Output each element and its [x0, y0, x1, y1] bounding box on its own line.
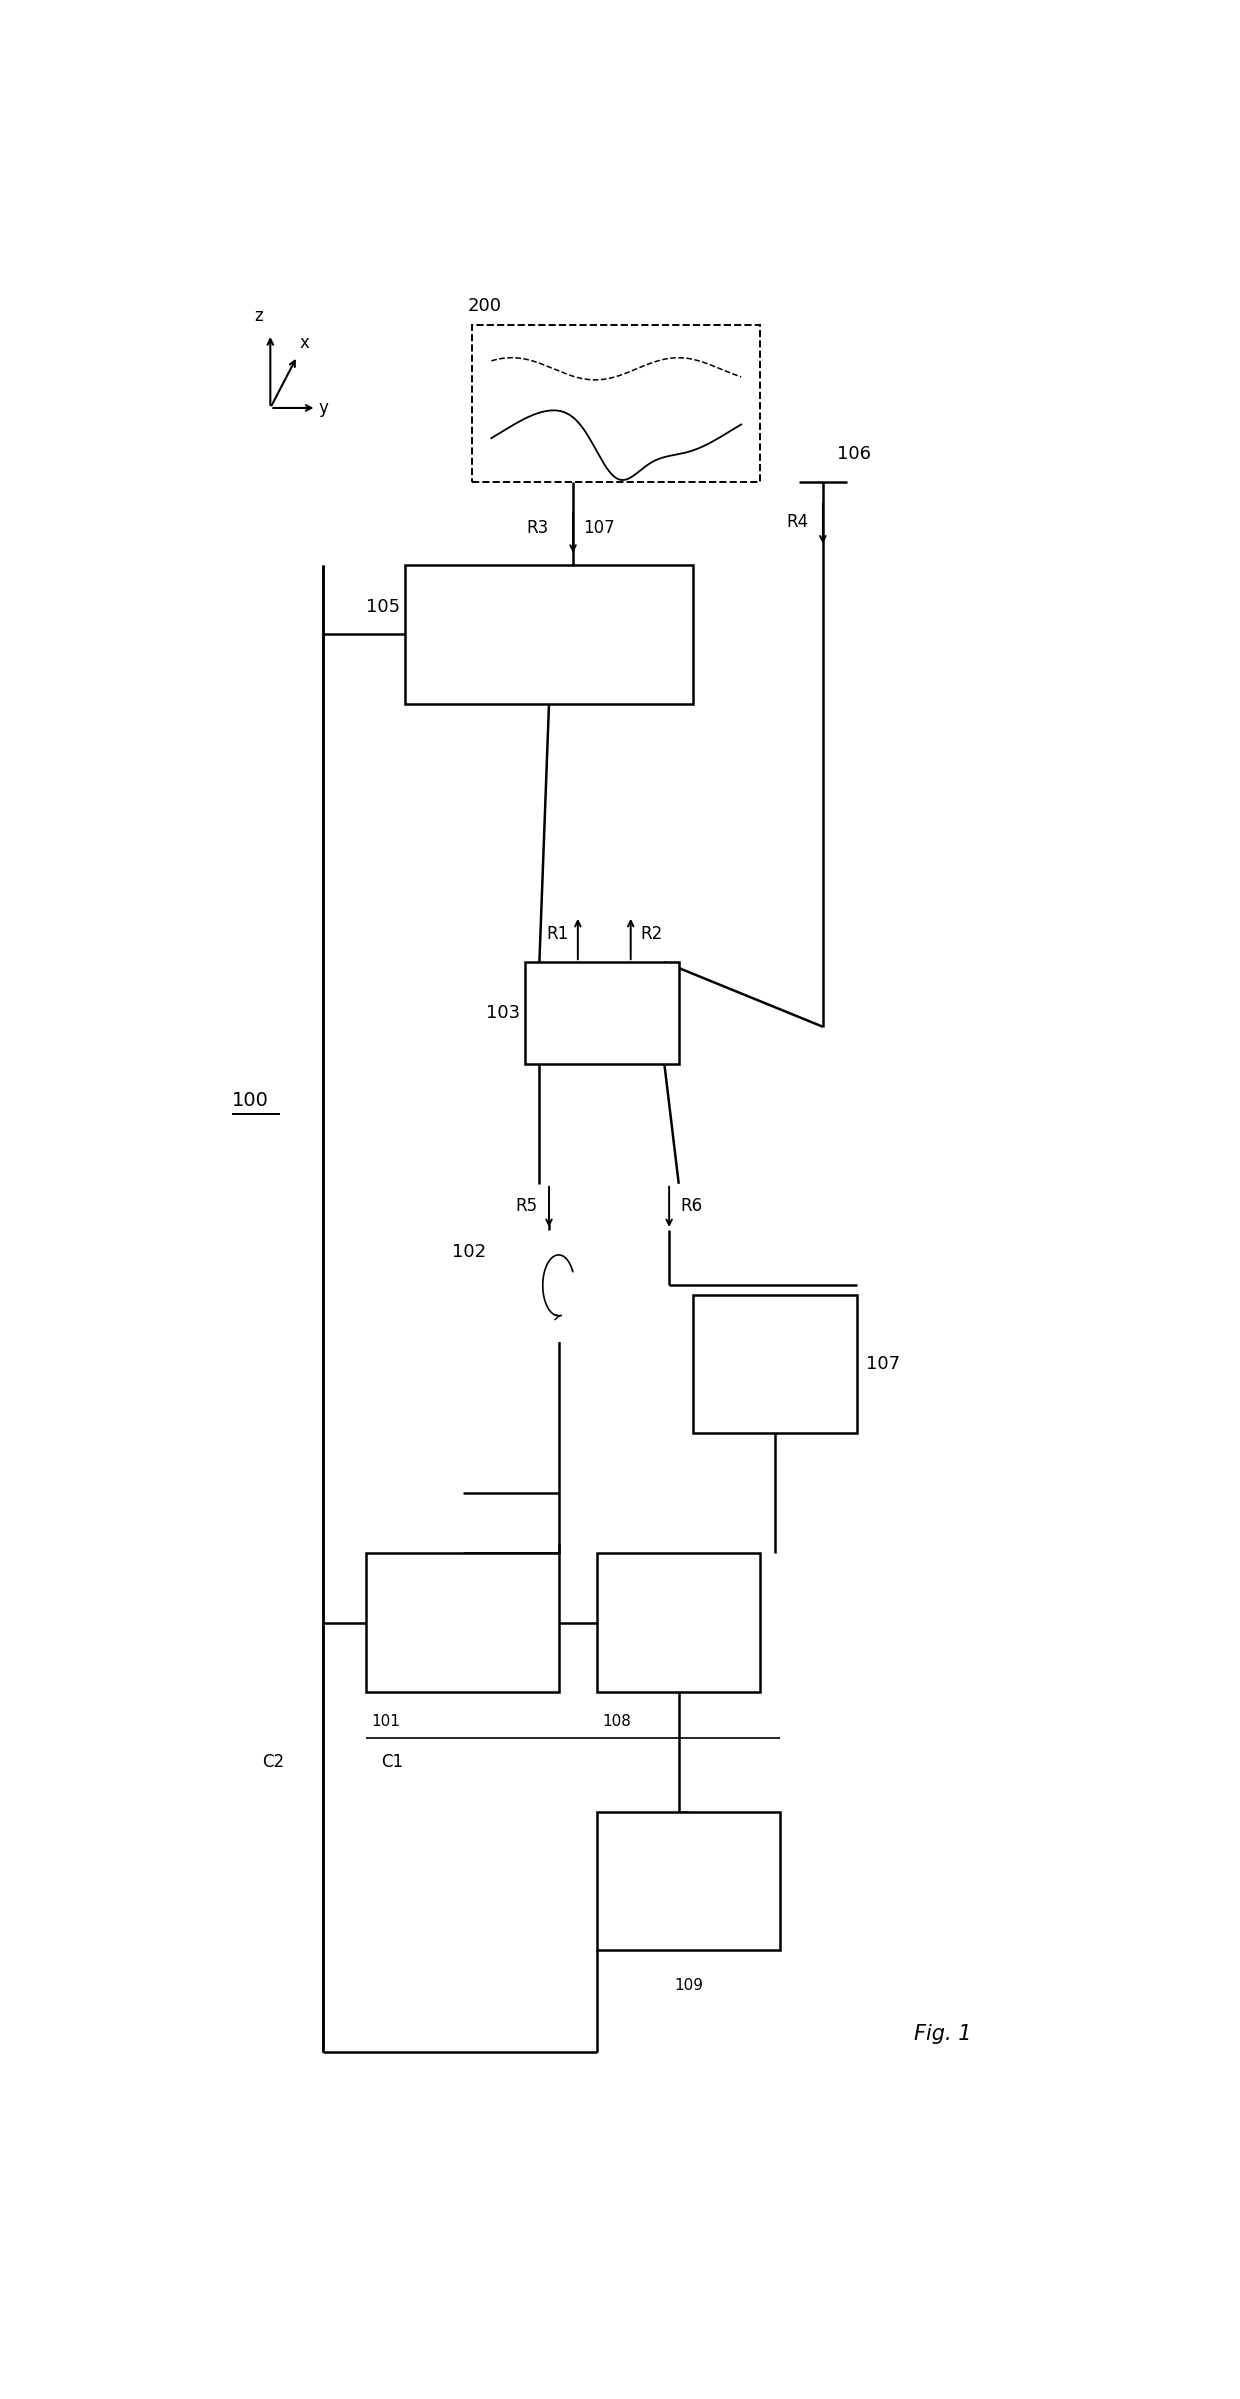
Circle shape: [529, 1231, 588, 1341]
Text: R5: R5: [516, 1197, 537, 1214]
Text: 101: 101: [371, 1713, 401, 1730]
Text: 107: 107: [867, 1355, 900, 1372]
Text: R3: R3: [527, 518, 549, 537]
Text: R1: R1: [546, 926, 568, 943]
Text: R4: R4: [786, 513, 808, 533]
Bar: [693, 1295, 857, 1432]
Text: 102: 102: [453, 1243, 486, 1262]
Text: 109: 109: [673, 1979, 703, 1994]
Text: 200: 200: [467, 297, 501, 314]
Bar: [596, 1552, 760, 1691]
Text: R2: R2: [640, 926, 662, 943]
Text: x: x: [299, 333, 309, 353]
Text: 105: 105: [366, 597, 401, 617]
Bar: [525, 962, 678, 1063]
Bar: [596, 1811, 780, 1950]
Text: 108: 108: [601, 1713, 631, 1730]
Text: Fig. 1: Fig. 1: [914, 2022, 972, 2044]
Bar: [404, 566, 693, 703]
Text: 107: 107: [583, 518, 614, 537]
Text: z: z: [254, 307, 263, 324]
Bar: [367, 1552, 558, 1691]
Bar: [472, 324, 760, 482]
Text: 106: 106: [837, 446, 872, 463]
Text: y: y: [319, 398, 329, 417]
Text: 103: 103: [486, 1003, 521, 1022]
Text: C1: C1: [381, 1754, 403, 1770]
Text: R6: R6: [681, 1197, 703, 1214]
Text: 100: 100: [232, 1092, 269, 1111]
Text: C2: C2: [263, 1754, 285, 1770]
